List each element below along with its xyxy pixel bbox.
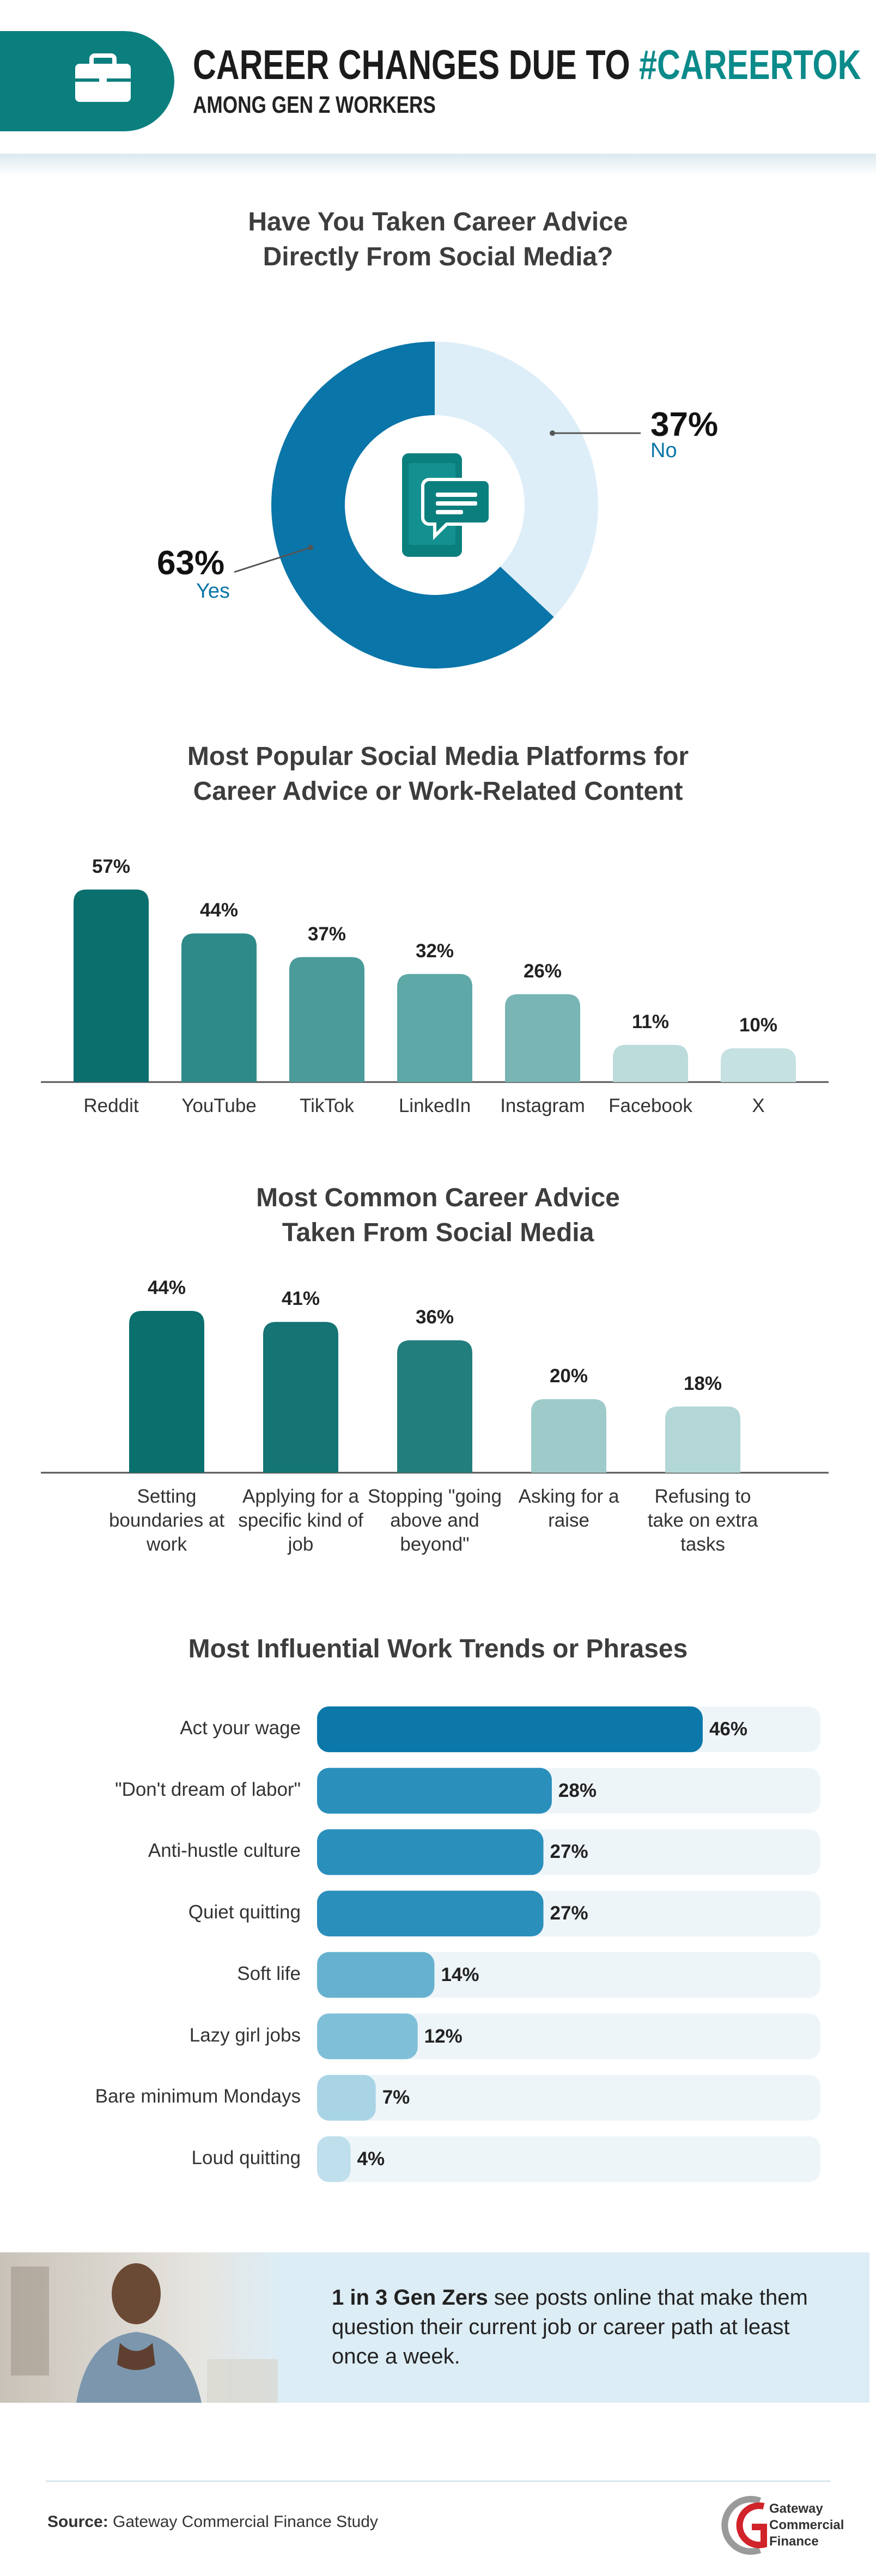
category-label: YouTube [181, 1095, 257, 1116]
chart-title: Most Popular Social Media Platforms for … [187, 742, 689, 806]
bar [721, 1048, 796, 1082]
value-label: 4% [357, 2148, 385, 2170]
value-label: 44% [147, 1277, 186, 1298]
leader-dot [308, 545, 313, 550]
donut-value-label: 37% [650, 406, 719, 443]
bar [317, 1706, 703, 1752]
bar [317, 2013, 418, 2059]
bar-track [317, 2075, 820, 2121]
value-label: 27% [550, 1841, 588, 1863]
value-label: 46% [709, 1718, 747, 1740]
bar [397, 974, 472, 1082]
chart-title: Have You Taken Career Advice Directly Fr… [248, 208, 628, 271]
phone-icon [402, 453, 492, 557]
bar [289, 957, 364, 1082]
category-label: Loud quitting [191, 2147, 301, 2168]
bar [397, 1340, 472, 1473]
category-label: Quiet quitting [188, 1901, 301, 1923]
value-label: 18% [683, 1372, 722, 1394]
bar [317, 1952, 435, 1998]
bar [181, 933, 257, 1082]
value-label: 26% [523, 960, 562, 982]
category-label: Bare minimum Mondays [95, 2086, 301, 2107]
value-label: 27% [550, 1903, 588, 1924]
source-label: Source: [47, 2513, 108, 2531]
bar [531, 1399, 606, 1473]
bar [317, 2075, 376, 2121]
category-label: Refusing to take on extra tasks [647, 1486, 758, 1555]
logo-text: Gateway Commercial Finance [769, 2501, 844, 2550]
source: Source: Gateway Commercial Finance Study [47, 2513, 378, 2531]
leader-line [234, 546, 311, 573]
value-label: 10% [739, 1014, 778, 1036]
category-label: Stopping "going above and beyond" [368, 1486, 502, 1555]
category-label: "Don't dream of labor" [115, 1778, 301, 1800]
chart-title: Most Influential Work Trends or Phrases [188, 1635, 688, 1663]
photo [0, 2252, 278, 2403]
header-title: CAREER CHANGES DUE TO #CAREERTOK [193, 41, 861, 89]
chart-title: Most Common Career Advice Taken From Soc… [256, 1183, 620, 1247]
value-label: 20% [549, 1365, 588, 1387]
donut-slice [271, 342, 554, 669]
bar [317, 1891, 544, 1937]
bar [317, 1829, 544, 1875]
callout-highlight: 1 in 3 Gen Zers [332, 2286, 488, 2310]
logo-mark [721, 2496, 767, 2555]
category-label: Soft life [237, 1963, 301, 1984]
value-label: 44% [199, 900, 239, 921]
header-shadow [0, 154, 876, 175]
donut-category-label: Yes [196, 580, 230, 603]
category-label: Lazy girl jobs [189, 2024, 301, 2046]
category-label: TikTok [300, 1095, 354, 1116]
callout-text: 1 in 3 Gen Zers see posts online that ma… [332, 2283, 811, 2371]
value-label: 11% [631, 1011, 670, 1032]
category-label: Asking for a raise [518, 1486, 619, 1531]
bar-track [317, 2136, 820, 2182]
bar-track [317, 1952, 820, 1998]
value-label: 37% [307, 923, 346, 945]
donut-value-label: 63% [157, 544, 225, 582]
logo-line: Commercial [769, 2518, 844, 2532]
logo-line: Gateway [769, 2501, 823, 2516]
callout-body: see posts online that make them question… [332, 2286, 808, 2368]
category-label: Reddit [83, 1095, 139, 1116]
category-label: Act your wage [180, 1717, 301, 1739]
bar [129, 1311, 204, 1473]
category-label: Instagram [500, 1095, 585, 1116]
value-label: 32% [415, 940, 454, 962]
value-label: 14% [441, 1964, 479, 1985]
bar [317, 2136, 351, 2182]
category-label: LinkedIn [398, 1095, 471, 1116]
briefcase-icon [75, 53, 131, 102]
source-text: Gateway Commercial Finance Study [108, 2513, 378, 2531]
bar-track [317, 2013, 820, 2059]
value-label: 12% [424, 2025, 463, 2047]
logo-line: Finance [769, 2534, 819, 2549]
bar [317, 1767, 552, 1814]
title-highlight: #CAREERTOK [639, 42, 861, 88]
bar [505, 994, 580, 1082]
value-label: 36% [415, 1307, 454, 1328]
category-label: Setting boundaries at work [108, 1486, 225, 1555]
bar [665, 1406, 740, 1473]
value-label: 7% [382, 2087, 410, 2109]
value-label: 28% [558, 1779, 597, 1801]
category-label: Applying for a specific kind of job [238, 1486, 363, 1555]
value-label: 57% [92, 855, 131, 877]
donut-category-label: No [650, 439, 677, 462]
category-label: Anti-hustle culture [148, 1840, 301, 1862]
header-subtitle: AMONG GEN Z WORKERS [193, 92, 436, 118]
category-label: Facebook [609, 1095, 692, 1116]
bar [74, 889, 149, 1082]
donut-slice [435, 342, 598, 617]
value-label: 41% [281, 1288, 320, 1310]
leader-dot [550, 430, 555, 436]
title-text: CAREER CHANGES DUE TO [193, 42, 640, 88]
category-label: X [752, 1095, 765, 1116]
bar [263, 1322, 338, 1473]
bar [613, 1044, 688, 1082]
